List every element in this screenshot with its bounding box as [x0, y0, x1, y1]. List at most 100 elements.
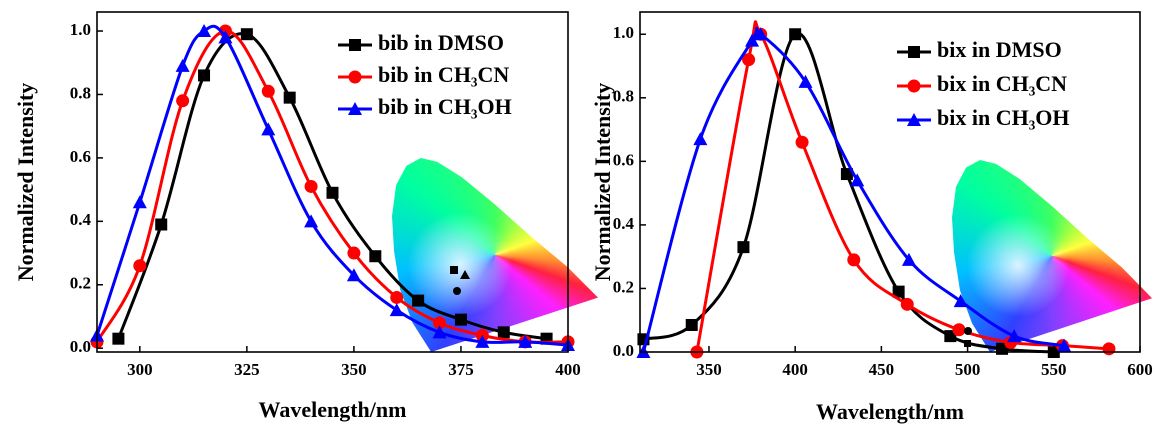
y-tick-label: 0.2 [613, 277, 634, 296]
marker [326, 186, 339, 199]
marker [795, 135, 809, 149]
marker [497, 326, 510, 339]
legend-label: bix in CH₃OH [937, 105, 1070, 130]
y-tick-label: 1.0 [70, 20, 91, 39]
marker [952, 323, 966, 337]
y-axis-label: Normalized Intensity [13, 83, 38, 282]
marker [1007, 329, 1022, 343]
marker [892, 285, 905, 298]
marker [1102, 342, 1116, 356]
x-axis-label: Wavelength/nm [259, 397, 407, 422]
marker [944, 330, 957, 343]
legend-marker [348, 102, 362, 115]
y-tick-label: 0.4 [70, 210, 92, 229]
marker [737, 241, 750, 254]
legend-marker [907, 113, 921, 126]
marker [112, 332, 125, 345]
legend-label: bib in CH₃CN [378, 62, 509, 87]
marker [789, 28, 802, 41]
x-tick-label: 300 [127, 360, 153, 379]
legend-marker [348, 70, 362, 84]
x-tick-label: 450 [869, 360, 895, 379]
x-tick-label: 400 [555, 360, 581, 379]
marker [283, 91, 296, 104]
y-tick-label: 0.0 [70, 337, 91, 356]
y-tick-label: 0.0 [613, 341, 634, 360]
marker [389, 303, 404, 317]
legend-marker [908, 46, 920, 58]
marker [953, 294, 968, 308]
data-line [95, 24, 569, 347]
panel: 350 400 450 500 550 600 0.0 0.2 0.4 0.6 0.8 1.0 Wave… [590, 11, 1153, 424]
x-tick-label: 325 [234, 360, 260, 379]
marker [133, 259, 147, 273]
legend-label: bib in CH₃OH [378, 94, 512, 119]
marker [693, 132, 708, 146]
marker [132, 195, 147, 209]
x-tick-label: 400 [782, 360, 808, 379]
cie-points [450, 266, 972, 347]
marker [304, 179, 318, 193]
panel: 300 325 350 375 400 0.0 0.2 0.4 0.6 0.8 1.0 Wavelen… [13, 11, 581, 422]
marker [347, 246, 361, 260]
marker [840, 168, 853, 181]
x-axis-label: Wavelength/nm [816, 399, 964, 424]
x-tick-label: 500 [955, 360, 981, 379]
marker [454, 313, 467, 326]
legend-marker [349, 39, 361, 51]
cie-point [453, 287, 461, 295]
marker [742, 53, 756, 67]
cie-point [450, 266, 458, 274]
plot-frame [96, 11, 569, 353]
marker [218, 30, 233, 44]
marker [412, 294, 425, 307]
marker [753, 27, 768, 41]
legend-label: bix in DMSO [937, 37, 1062, 62]
marker [798, 74, 813, 88]
marker [176, 94, 190, 108]
marker [850, 173, 865, 187]
legend-marker [907, 79, 921, 93]
y-tick-label: 1.0 [613, 23, 634, 42]
marker [900, 297, 914, 311]
plot-area [90, 24, 575, 352]
marker [261, 122, 276, 136]
marker [390, 290, 404, 304]
marker [1057, 338, 1072, 352]
x-tick-label: 350 [341, 360, 367, 379]
marker [518, 334, 533, 348]
y-tick-label: 0.2 [70, 274, 91, 293]
x-tick-label: 550 [1041, 360, 1067, 379]
legend-label: bix in CH₃CN [937, 71, 1067, 96]
marker [745, 33, 760, 47]
marker [475, 334, 490, 348]
marker [240, 28, 253, 41]
marker [197, 24, 212, 38]
x-tick-label: 600 [1127, 360, 1153, 379]
x-tick-label: 350 [696, 360, 722, 379]
cie-point [964, 327, 972, 335]
marker [346, 268, 361, 282]
marker [304, 214, 319, 228]
y-tick-label: 0.8 [70, 83, 91, 102]
y-tick-label: 0.8 [613, 87, 634, 106]
marker [198, 69, 211, 82]
y-tick-label: 0.6 [70, 147, 91, 166]
plot-frame [639, 11, 1141, 353]
cie-point [964, 340, 971, 347]
y-axis-label: Normalized Intensity [590, 83, 615, 282]
y-tick-label: 0.4 [613, 214, 635, 233]
marker [433, 316, 447, 330]
legend-label: bib in DMSO [378, 30, 504, 55]
marker [432, 325, 447, 339]
marker [901, 252, 916, 266]
marker [261, 84, 275, 98]
marker [369, 250, 382, 263]
marker [847, 253, 861, 267]
marker [685, 318, 698, 331]
marker [175, 58, 190, 72]
cie-point [460, 270, 470, 279]
x-tick-label: 375 [448, 360, 474, 379]
